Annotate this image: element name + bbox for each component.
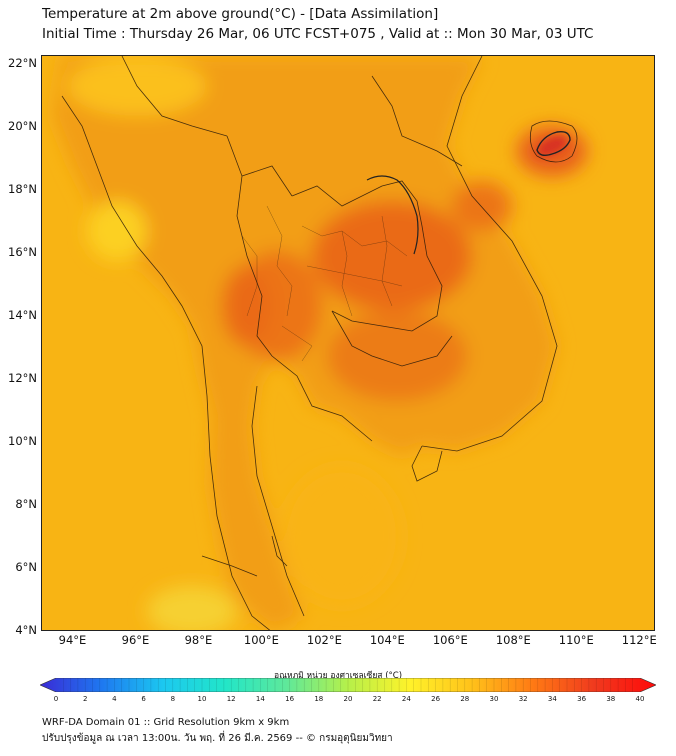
temperature-field <box>52 56 587 630</box>
lon-tick-label: 102°E <box>306 633 342 647</box>
colorbar-tick-label: 0 <box>53 695 59 703</box>
colorbar-tick-label: 14 <box>255 695 265 703</box>
colorbar-tick-label: 16 <box>285 695 295 703</box>
borders <box>61 56 578 630</box>
lat-tick-label: 8°N <box>15 497 37 512</box>
colorbar-tick-label: 30 <box>489 695 499 703</box>
lat-tick-label: 14°N <box>8 308 37 323</box>
lon-tick-label: 96°E <box>121 633 150 647</box>
lat-tick-label: 6°N <box>15 560 37 575</box>
cool-patch-peninsula <box>147 586 237 630</box>
hot-core-cambodia <box>327 311 467 401</box>
colorbar-tick-label: 34 <box>547 695 557 703</box>
colorbar-tick-label: 18 <box>314 695 324 703</box>
chart-title: Temperature at 2m above ground(°C) - [Da… <box>42 6 439 22</box>
lon-tick-label: 100°E <box>243 633 279 647</box>
colorbar-title: อุณหภูมิ หน่วย องศาเซลเซียส (°C) <box>273 671 403 681</box>
colorbar-tick-label: 12 <box>226 695 236 703</box>
lon-tick-label: 108°E <box>495 633 531 647</box>
colorbar-tick-label: 38 <box>606 695 616 703</box>
hot-core-northeast <box>312 201 472 311</box>
map-frame <box>41 55 655 631</box>
lon-tick-label: 104°E <box>369 633 405 647</box>
lat-tick-label: 22°N <box>8 56 37 71</box>
contour-northeast <box>366 175 419 255</box>
colorbar-tick-label: 2 <box>82 695 88 703</box>
lat-tick-label: 20°N <box>8 119 37 134</box>
lat-tick-label: 10°N <box>8 434 37 449</box>
chart-subtitle: Initial Time : Thursday 26 Mar, 06 UTC F… <box>42 26 594 42</box>
lon-tick-label: 112°E <box>621 633 657 647</box>
colorbar-bar <box>40 678 656 692</box>
colorbar-tick-label: 10 <box>197 695 207 703</box>
contour-hainan <box>536 130 571 157</box>
hot-core-delta <box>452 181 512 231</box>
lon-tick-label: 98°E <box>184 633 213 647</box>
province-lines <box>241 205 408 362</box>
lat-tick-label: 18°N <box>8 182 37 197</box>
hot-core-west <box>222 266 272 346</box>
lat-tick-label: 4°N <box>15 623 37 637</box>
lon-tick-label: 94°E <box>58 633 87 647</box>
colorbar-tick-label: 28 <box>460 695 470 703</box>
lat-tick-label: 16°N <box>8 245 37 260</box>
colorbar-tick-label: 24 <box>401 695 411 703</box>
colorbar-tick-label: 26 <box>431 695 441 703</box>
footer-model-info: WRF-DA Domain 01 :: Grid Resolution 9km … <box>42 717 290 728</box>
lon-tick-label: 106°E <box>432 633 468 647</box>
colorbar-tick-label: 8 <box>170 695 176 703</box>
footer-update-info: ปรับปรุงข้อมูล ณ เวลา 13:00น. วัน พฤ. ที… <box>42 733 393 744</box>
colorbar-tick-label: 22 <box>372 695 382 703</box>
colorbar-tick-label: 6 <box>141 695 146 703</box>
temperature-map <box>42 56 654 630</box>
colorbar-tick-label: 32 <box>518 695 528 703</box>
colorbar-tick-label: 20 <box>343 695 353 703</box>
colorbar-tick-label: 36 <box>577 695 587 703</box>
colorbar <box>40 678 656 692</box>
cool-patch-gulf <box>282 466 402 606</box>
colorbar-tick-label: 4 <box>112 695 117 703</box>
lat-tick-label: 12°N <box>8 371 37 386</box>
lon-tick-label: 110°E <box>558 633 594 647</box>
colorbar-tick-label: 40 <box>635 695 645 703</box>
cool-patch-arakan <box>87 201 147 261</box>
